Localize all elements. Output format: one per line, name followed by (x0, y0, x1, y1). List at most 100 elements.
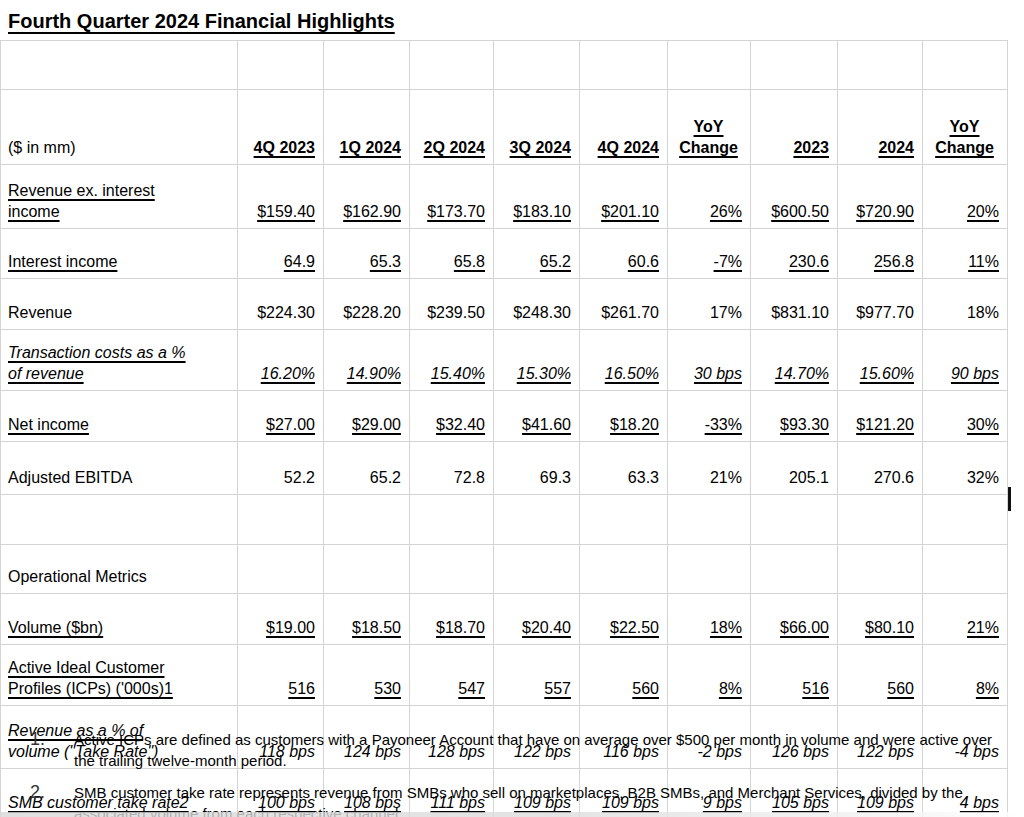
cell: 547 (410, 645, 494, 706)
cell: $20.40 (494, 594, 580, 645)
row-label: Net income (1, 391, 238, 442)
cell: 64.9 (238, 229, 324, 279)
empty-cell (838, 41, 923, 90)
cell: 52.2 (238, 442, 324, 495)
col-header-2024: 2024 (838, 90, 923, 165)
empty-cell (580, 41, 668, 90)
cell: 8% (668, 645, 751, 706)
cell: $19.00 (238, 594, 324, 645)
cell: 30 bps (668, 330, 751, 391)
empty-cell (668, 41, 751, 90)
empty-cell (751, 545, 838, 594)
cell: 20% (923, 165, 1008, 229)
empty-cell (923, 41, 1008, 90)
spacer-row (1, 41, 1008, 90)
empty-cell (923, 545, 1008, 594)
page-title: Fourth Quarter 2024 Financial Highlights (8, 9, 395, 33)
row-label: Revenue ex. interest income (1, 165, 238, 229)
cell: $239.50 (410, 279, 494, 330)
empty-cell (1, 495, 238, 545)
cell: $201.10 (580, 165, 668, 229)
cell: $183.10 (494, 165, 580, 229)
empty-cell (580, 495, 668, 545)
row-label: Interest income (1, 229, 238, 279)
cell: 516 (751, 645, 838, 706)
row-label: Active Ideal Customer Profiles (ICPs) ('… (1, 645, 238, 706)
cell: $29.00 (324, 391, 410, 442)
row-revenue-ex-interest-income: Revenue ex. interest income $159.40 $162… (1, 165, 1008, 229)
empty-cell (494, 545, 580, 594)
cell: 557 (494, 645, 580, 706)
footnote-number: 1. (0, 729, 74, 771)
cell: 14.70% (751, 330, 838, 391)
row-label: Adjusted EBITDA (1, 442, 238, 495)
cell: $80.10 (838, 594, 923, 645)
cell: $18.20 (580, 391, 668, 442)
financial-highlights-table: ($ in mm) 4Q 2023 1Q 2024 2Q 2024 3Q 202… (0, 40, 1008, 817)
footnote-text: Active ICPs are defined as customers wit… (74, 729, 992, 771)
row-revenue: Revenue $224.30 $228.20 $239.50 $248.30 … (1, 279, 1008, 330)
cell: 18% (668, 594, 751, 645)
row-volume: Volume ($bn) $19.00 $18.50 $18.70 $20.40… (1, 594, 1008, 645)
cell: 30% (923, 391, 1008, 442)
cell: $228.20 (324, 279, 410, 330)
cell: 65.8 (410, 229, 494, 279)
empty-cell (410, 495, 494, 545)
col-header-yoy-change-fy: YoY Change (923, 90, 1008, 165)
cell: 63.3 (580, 442, 668, 495)
cell: $162.90 (324, 165, 410, 229)
text-cursor (1008, 487, 1011, 511)
cell: $977.70 (838, 279, 923, 330)
cell: 65.2 (324, 442, 410, 495)
cell: $93.30 (751, 391, 838, 442)
footnotes: 1. Active ICPs are defined as customers … (0, 729, 1010, 817)
col-header-4q2023: 4Q 2023 (238, 90, 324, 165)
cell: 11% (923, 229, 1008, 279)
cell: 15.40% (410, 330, 494, 391)
cell: $27.00 (238, 391, 324, 442)
empty-cell (838, 545, 923, 594)
col-header-2q2024: 2Q 2024 (410, 90, 494, 165)
cell: 560 (580, 645, 668, 706)
cell: 516 (238, 645, 324, 706)
cell: $159.40 (238, 165, 324, 229)
cell: 16.50% (580, 330, 668, 391)
cell: 230.6 (751, 229, 838, 279)
unit-label: ($ in mm) (1, 90, 238, 165)
cell: $32.40 (410, 391, 494, 442)
empty-cell (494, 41, 580, 90)
cell: 90 bps (923, 330, 1008, 391)
row-adjusted-ebitda: Adjusted EBITDA 52.2 65.2 72.8 69.3 63.3… (1, 442, 1008, 495)
empty-cell (751, 41, 838, 90)
empty-cell (324, 41, 410, 90)
cell: -33% (668, 391, 751, 442)
cell: 60.6 (580, 229, 668, 279)
cell: $18.50 (324, 594, 410, 645)
cell: 15.30% (494, 330, 580, 391)
cell: 69.3 (494, 442, 580, 495)
col-header-1q2024: 1Q 2024 (324, 90, 410, 165)
cell: $41.60 (494, 391, 580, 442)
row-label: Revenue (1, 279, 238, 330)
cell: $22.50 (580, 594, 668, 645)
cell: $600.50 (751, 165, 838, 229)
cell: 18% (923, 279, 1008, 330)
cell: 270.6 (838, 442, 923, 495)
empty-cell (324, 545, 410, 594)
empty-cell (410, 41, 494, 90)
col-header-4q2024: 4Q 2024 (580, 90, 668, 165)
row-operational-metrics-heading: Operational Metrics (1, 545, 1008, 594)
row-label: Volume ($bn) (1, 594, 238, 645)
cell: 530 (324, 645, 410, 706)
empty-cell (580, 545, 668, 594)
cell: $248.30 (494, 279, 580, 330)
cell: $720.90 (838, 165, 923, 229)
footnote-1: 1. Active ICPs are defined as customers … (0, 729, 1010, 771)
header-row: ($ in mm) 4Q 2023 1Q 2024 2Q 2024 3Q 202… (1, 90, 1008, 165)
empty-cell (838, 495, 923, 545)
cell: 26% (668, 165, 751, 229)
cell: -7% (668, 229, 751, 279)
empty-cell (1, 41, 238, 90)
cell: 256.8 (838, 229, 923, 279)
row-interest-income: Interest income 64.9 65.3 65.8 65.2 60.6… (1, 229, 1008, 279)
